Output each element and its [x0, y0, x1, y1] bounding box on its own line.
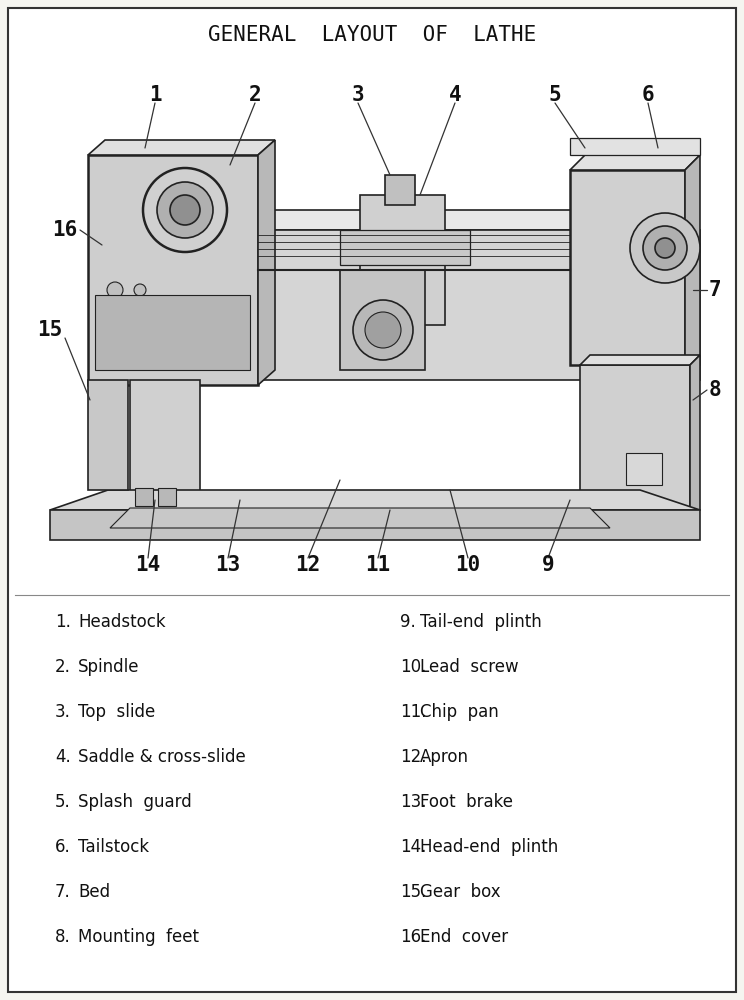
Text: 4: 4	[449, 85, 461, 105]
Polygon shape	[110, 210, 700, 230]
Polygon shape	[130, 380, 200, 510]
Polygon shape	[88, 140, 275, 155]
Polygon shape	[258, 140, 275, 385]
Text: 2.: 2.	[55, 658, 71, 676]
Polygon shape	[50, 490, 700, 510]
Text: 13: 13	[215, 555, 240, 575]
FancyBboxPatch shape	[570, 170, 685, 365]
Text: Foot  brake: Foot brake	[420, 793, 513, 811]
Circle shape	[134, 304, 146, 316]
Circle shape	[630, 213, 700, 283]
Text: Mounting  feet: Mounting feet	[78, 928, 199, 946]
FancyBboxPatch shape	[158, 488, 176, 506]
Text: 10: 10	[455, 555, 481, 575]
FancyBboxPatch shape	[340, 270, 425, 370]
FancyBboxPatch shape	[88, 380, 128, 490]
Text: End  cover: End cover	[420, 928, 508, 946]
Text: 4.: 4.	[55, 748, 71, 766]
Text: Spindle: Spindle	[78, 658, 140, 676]
Text: 5.: 5.	[55, 793, 71, 811]
Polygon shape	[570, 138, 700, 155]
FancyBboxPatch shape	[385, 175, 415, 205]
Text: 11.: 11.	[400, 703, 426, 721]
Text: 3.: 3.	[55, 703, 71, 721]
Text: 15: 15	[37, 320, 62, 340]
Text: 11: 11	[365, 555, 391, 575]
Text: Top  slide: Top slide	[78, 703, 155, 721]
Text: Apron: Apron	[420, 748, 469, 766]
Text: 7.: 7.	[55, 883, 71, 901]
Text: 7: 7	[709, 280, 722, 300]
Text: Splash  guard: Splash guard	[78, 793, 192, 811]
FancyBboxPatch shape	[95, 295, 250, 370]
Circle shape	[353, 300, 413, 360]
Text: 8: 8	[709, 380, 722, 400]
Text: 3: 3	[352, 85, 365, 105]
Text: Chip  pan: Chip pan	[420, 703, 498, 721]
FancyBboxPatch shape	[340, 230, 470, 265]
Text: 6.: 6.	[55, 838, 71, 856]
Polygon shape	[110, 508, 610, 528]
FancyBboxPatch shape	[580, 365, 690, 510]
Text: 9: 9	[542, 555, 554, 575]
Polygon shape	[110, 230, 700, 380]
FancyBboxPatch shape	[8, 8, 736, 992]
FancyBboxPatch shape	[135, 488, 153, 506]
Circle shape	[170, 195, 200, 225]
Text: Head-end  plinth: Head-end plinth	[420, 838, 558, 856]
Text: 8.: 8.	[55, 928, 71, 946]
FancyBboxPatch shape	[360, 195, 445, 325]
Text: 14: 14	[135, 555, 161, 575]
Text: 6: 6	[641, 85, 654, 105]
Text: 1: 1	[149, 85, 161, 105]
Text: 13.: 13.	[400, 793, 426, 811]
Text: Headstock: Headstock	[78, 613, 166, 631]
Text: Lead  screw: Lead screw	[420, 658, 519, 676]
Text: 10.: 10.	[400, 658, 426, 676]
Text: 14.: 14.	[400, 838, 426, 856]
Text: Gear  box: Gear box	[420, 883, 501, 901]
Text: 12.: 12.	[400, 748, 426, 766]
Text: 16: 16	[52, 220, 77, 240]
Circle shape	[157, 182, 213, 238]
Text: 2: 2	[248, 85, 261, 105]
Circle shape	[365, 312, 401, 348]
Polygon shape	[690, 355, 700, 510]
Circle shape	[107, 322, 123, 338]
Text: 12: 12	[295, 555, 321, 575]
Circle shape	[655, 238, 675, 258]
Circle shape	[134, 324, 146, 336]
FancyBboxPatch shape	[88, 155, 258, 385]
Text: GENERAL  LAYOUT  OF  LATHE: GENERAL LAYOUT OF LATHE	[208, 25, 536, 45]
Circle shape	[134, 284, 146, 296]
Text: 9.: 9.	[400, 613, 416, 631]
Text: 5: 5	[548, 85, 561, 105]
Circle shape	[143, 168, 227, 252]
Polygon shape	[50, 510, 700, 540]
Text: 15.: 15.	[400, 883, 426, 901]
FancyBboxPatch shape	[626, 453, 662, 485]
Text: Tail-end  plinth: Tail-end plinth	[420, 613, 542, 631]
Polygon shape	[685, 155, 700, 380]
Text: 16.: 16.	[400, 928, 426, 946]
Circle shape	[643, 226, 687, 270]
Text: Bed: Bed	[78, 883, 110, 901]
Polygon shape	[570, 155, 700, 170]
Polygon shape	[580, 355, 700, 365]
Text: Saddle & cross-slide: Saddle & cross-slide	[78, 748, 246, 766]
Circle shape	[107, 282, 123, 298]
Text: Tailstock: Tailstock	[78, 838, 149, 856]
Circle shape	[107, 302, 123, 318]
Text: 1.: 1.	[55, 613, 71, 631]
